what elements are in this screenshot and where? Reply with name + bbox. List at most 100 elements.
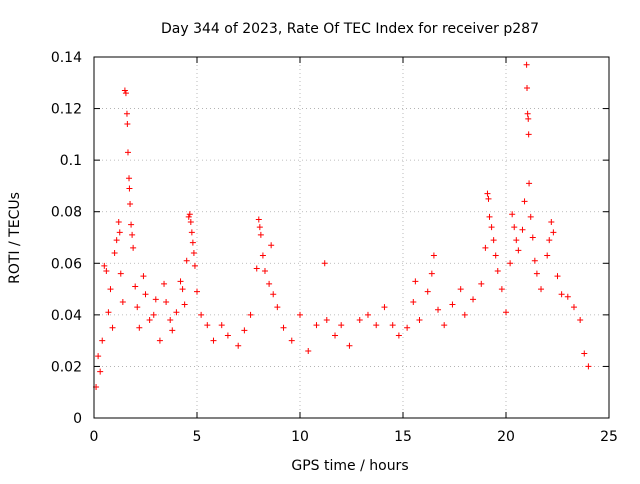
data-point bbox=[527, 213, 534, 220]
data-point bbox=[99, 337, 106, 344]
data-point bbox=[247, 311, 254, 318]
x-tick-label: 5 bbox=[193, 429, 202, 445]
x-tick-label: 15 bbox=[394, 429, 412, 445]
data-point bbox=[544, 252, 551, 259]
data-point bbox=[424, 288, 431, 295]
x-tick-label: 10 bbox=[291, 429, 309, 445]
x-tick-label: 0 bbox=[90, 429, 99, 445]
data-point bbox=[404, 324, 411, 331]
data-point bbox=[486, 213, 493, 220]
data-point bbox=[194, 288, 200, 295]
data-point bbox=[187, 219, 194, 226]
data-point bbox=[123, 110, 130, 117]
data-point bbox=[410, 298, 417, 305]
data-point bbox=[152, 296, 159, 303]
data-point bbox=[395, 332, 402, 339]
data-point bbox=[507, 260, 514, 267]
y-tick-label: 0 bbox=[73, 411, 82, 427]
data-point bbox=[121, 87, 128, 94]
x-tick-label: 20 bbox=[497, 429, 515, 445]
data-point bbox=[529, 234, 536, 241]
data-point bbox=[525, 115, 532, 122]
data-point bbox=[198, 311, 205, 318]
data-point bbox=[524, 110, 531, 117]
data-point bbox=[142, 291, 149, 298]
data-point bbox=[259, 252, 266, 259]
data-point bbox=[470, 296, 477, 303]
data-point bbox=[525, 131, 532, 138]
data-point bbox=[105, 309, 112, 316]
data-point bbox=[503, 309, 509, 316]
data-point bbox=[564, 293, 571, 300]
data-point bbox=[435, 306, 442, 313]
data-point bbox=[381, 304, 388, 311]
data-point bbox=[266, 280, 273, 287]
data-point bbox=[546, 237, 553, 244]
y-tick-label: 0.1 bbox=[60, 153, 82, 169]
data-point bbox=[509, 211, 516, 218]
data-point bbox=[558, 291, 565, 298]
data-point bbox=[492, 252, 499, 259]
data-point bbox=[430, 252, 437, 259]
data-point bbox=[373, 322, 380, 329]
data-point bbox=[457, 286, 464, 293]
data-point bbox=[485, 195, 492, 202]
data-point bbox=[494, 268, 501, 275]
data-point bbox=[521, 198, 528, 205]
data-point bbox=[581, 350, 588, 357]
data-point bbox=[107, 286, 114, 293]
data-point bbox=[126, 185, 133, 192]
data-point bbox=[332, 332, 339, 339]
data-point bbox=[122, 90, 129, 97]
data-point bbox=[524, 84, 531, 91]
data-point bbox=[115, 219, 122, 226]
data-point bbox=[256, 224, 263, 231]
data-point bbox=[101, 262, 108, 269]
data-point bbox=[389, 322, 396, 329]
data-point bbox=[449, 301, 456, 308]
data-point bbox=[488, 224, 495, 231]
data-point bbox=[167, 317, 174, 324]
data-point bbox=[186, 211, 193, 218]
data-point bbox=[190, 249, 197, 256]
data-point bbox=[109, 324, 116, 331]
data-point bbox=[270, 291, 277, 298]
data-point bbox=[218, 322, 225, 329]
data-point bbox=[515, 247, 522, 254]
data-point bbox=[204, 322, 211, 329]
data-point bbox=[235, 342, 242, 349]
data-point bbox=[253, 265, 260, 272]
data-point bbox=[156, 337, 163, 344]
y-tick-label: 0.04 bbox=[51, 308, 82, 324]
data-point bbox=[550, 229, 557, 236]
y-tick-label: 0.12 bbox=[51, 102, 82, 118]
data-point bbox=[364, 311, 371, 318]
data-point bbox=[255, 216, 262, 223]
y-tick-label: 0.08 bbox=[51, 205, 82, 221]
data-point bbox=[346, 342, 353, 349]
data-point bbox=[134, 304, 141, 311]
y-tick-label: 0.06 bbox=[51, 256, 82, 272]
data-point bbox=[113, 237, 120, 244]
data-point bbox=[533, 270, 540, 277]
data-point bbox=[95, 353, 102, 360]
data-point bbox=[127, 200, 134, 207]
data-point bbox=[185, 213, 192, 220]
data-point bbox=[210, 337, 217, 344]
data-point bbox=[554, 273, 561, 280]
y-tick-label: 0.02 bbox=[51, 359, 82, 375]
data-point bbox=[181, 301, 188, 308]
data-point bbox=[117, 270, 124, 277]
data-point bbox=[189, 239, 196, 246]
data-point bbox=[478, 280, 485, 287]
data-point bbox=[169, 327, 176, 334]
data-point bbox=[132, 283, 139, 290]
data-point bbox=[163, 298, 170, 305]
y-axis-label: ROTI / TECUs bbox=[7, 192, 23, 284]
data-point bbox=[416, 317, 423, 324]
data-point bbox=[116, 229, 123, 236]
data-point bbox=[538, 286, 545, 293]
data-point bbox=[130, 244, 137, 251]
